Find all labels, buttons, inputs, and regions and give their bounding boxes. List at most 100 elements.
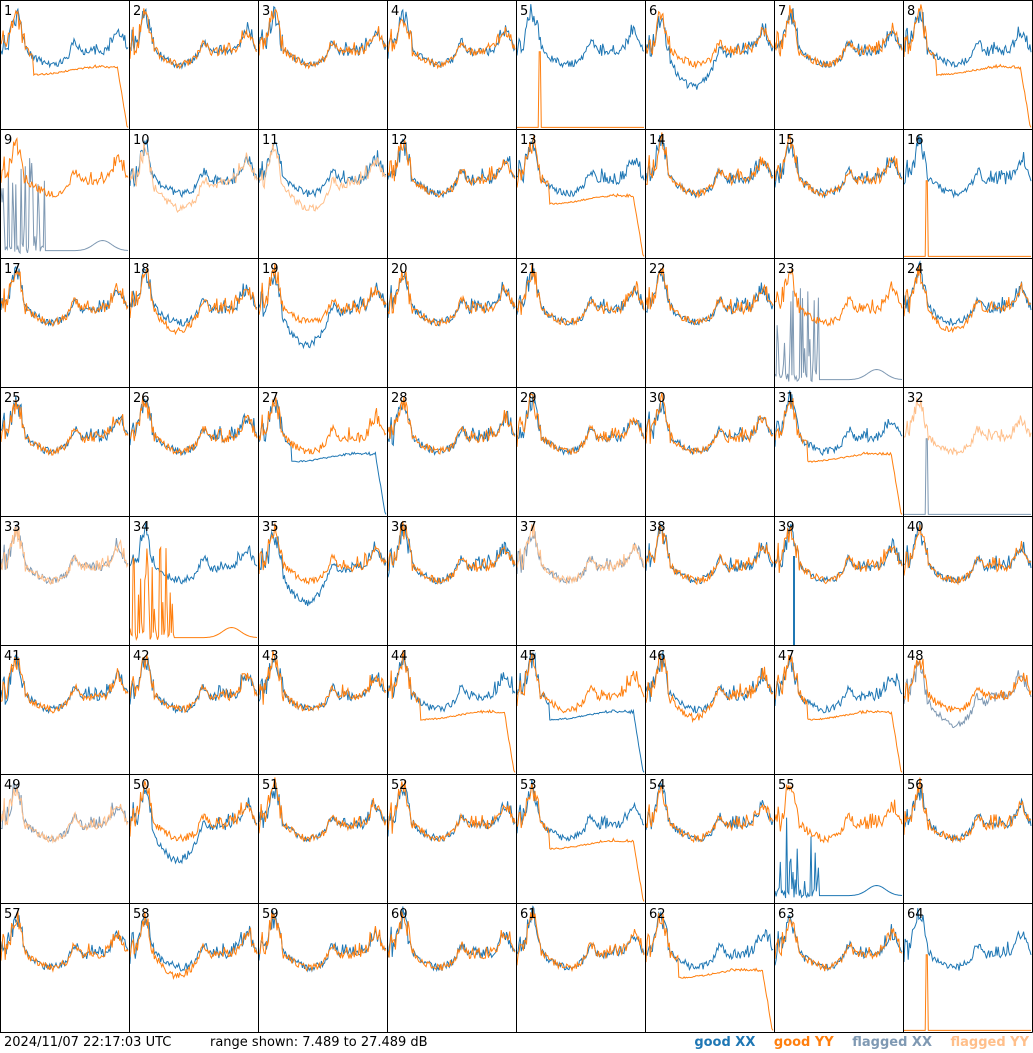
panel-number-61: 61 [520,907,537,922]
panel-39: 39 [774,520,903,645]
series-good-xx-43 [258,656,387,712]
series-good-yy-7 [774,5,903,68]
panel-number-36: 36 [391,520,408,535]
panel-45: 45 [516,649,645,773]
panel-60: 60 [387,906,516,973]
series-good-xx-13 [516,139,645,198]
panel-number-32: 32 [907,391,924,406]
panel-19: 19 [258,262,387,350]
panel-number-38: 38 [649,520,666,535]
series-good-xx-19 [258,274,387,350]
series-good-yy-44 [387,650,516,773]
series-flagged-xx-37 [516,531,645,584]
series-good-xx-34 [129,522,258,585]
panel-21: 21 [516,262,645,327]
panel-number-22: 22 [649,262,666,277]
series-good-xx-61 [516,905,645,971]
series-good-xx-12 [387,138,516,199]
panel-56: 56 [903,777,1032,844]
series-good-yy-29 [516,392,645,455]
series-good-yy-48 [903,658,1032,714]
panel-number-50: 50 [133,778,150,793]
panel-number-49: 49 [4,778,21,793]
panel-16: 16 [903,133,1032,257]
series-good-xx-5 [516,4,645,69]
panel-51: 51 [258,777,387,843]
panel-14: 14 [645,132,774,199]
panel-55: 55 [774,778,903,899]
series-good-yy-30 [645,392,774,455]
panel-35: 35 [258,520,387,607]
panel-31: 31 [774,390,903,515]
panel-number-52: 52 [391,778,408,793]
series-flagged-yy-10 [129,142,258,213]
series-good-yy-64 [904,954,1031,1031]
panel-number-20: 20 [391,262,408,277]
panel-50: 50 [129,778,258,865]
series-good-yy-1 [0,9,129,128]
series-good-xx-18 [129,267,258,327]
panel-9: 9 [0,133,129,255]
series-good-yy-21 [516,265,645,327]
panel-number-31: 31 [778,391,795,406]
series-good-xx-11 [258,141,387,198]
panel-46: 46 [645,649,774,724]
series-good-yy-62 [645,912,774,1031]
panel-64: 64 [903,907,1032,1031]
panel-41: 41 [0,649,129,714]
panel-10: 10 [129,133,258,213]
panel-number-19: 19 [262,262,279,277]
series-good-xx-10 [129,139,258,199]
series-good-xx-26 [129,398,258,456]
series-good-yy-60 [387,911,516,971]
panel-24: 24 [903,260,1032,334]
panel-number-24: 24 [907,262,924,277]
series-good-xx-56 [903,784,1032,843]
panel-33: 33 [0,520,129,586]
series-good-yy-43 [258,650,387,712]
legend-flagged-xx: flagged XX [852,1035,932,1050]
panel-13: 13 [516,133,645,257]
series-good-xx-35 [258,530,387,607]
series-good-yy-34 [129,545,258,641]
panel-number-29: 29 [520,391,537,406]
panel-number-14: 14 [649,133,666,148]
panel-number-9: 9 [4,133,12,148]
series-good-yy-51 [258,777,387,843]
series-good-xx-17 [0,265,129,327]
panel-42: 42 [129,649,258,714]
series-good-xx-64 [903,908,1032,971]
series-good-yy-5 [517,51,644,128]
panel-28: 28 [387,391,516,456]
panel-number-48: 48 [907,649,924,664]
panel-number-39: 39 [778,520,795,535]
series-good-xx-21 [516,268,645,326]
panel-number-35: 35 [262,520,279,535]
series-good-xx-59 [258,910,387,973]
series-good-xx-50 [129,785,258,865]
series-good-yy-27 [258,397,387,455]
panel-4: 4 [387,4,516,70]
series-good-yy-59 [258,911,387,972]
panel-36: 36 [387,520,516,585]
series-flagged-yy-11 [258,143,387,212]
series-good-yy-24 [903,265,1032,334]
series-good-xx-4 [387,8,516,68]
series-good-yy-19 [258,262,387,325]
panel-5: 5 [516,4,645,128]
legend-flagged-yy: flagged YY [950,1035,1030,1050]
series-good-xx-62 [645,910,774,972]
panel-17: 17 [0,262,129,328]
panel-number-33: 33 [4,520,21,535]
panel-number-27: 27 [262,391,279,406]
series-good-yy-4 [387,18,516,70]
panel-number-44: 44 [391,649,408,664]
panel-44: 44 [387,649,516,773]
panel-58: 58 [129,907,258,980]
panel-22: 22 [645,262,774,326]
panel-30: 30 [645,391,774,456]
series-good-xx-8 [903,9,1032,69]
series-flagged-yy-37 [516,523,645,585]
series-good-yy-39 [774,526,903,585]
